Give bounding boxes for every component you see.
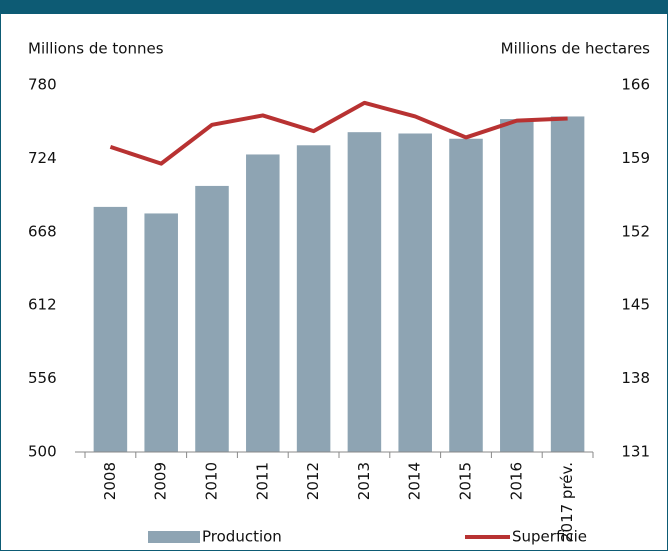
x-tick-label: 2011 (253, 462, 271, 500)
bar (550, 116, 585, 452)
legend-label: Production (202, 528, 282, 546)
x-tick-label: 2013 (355, 462, 373, 500)
bar (195, 185, 229, 453)
y2-axis-label: Millions de hectares (501, 40, 651, 58)
x-tick-label: 2012 (304, 462, 322, 500)
bar (500, 119, 534, 452)
bar (449, 138, 483, 452)
y-tick-label: 668 (28, 222, 57, 240)
bar (144, 213, 178, 452)
y-tick-label: 724 (28, 149, 57, 167)
x-tick-label: 2016 (507, 462, 525, 500)
x-tick-label: 2008 (101, 462, 119, 500)
x-tick-label: 2017 prév. (558, 462, 576, 542)
line (109, 100, 568, 166)
bar (93, 206, 128, 452)
y2-tick-label: 131 (621, 443, 650, 461)
y-tick-label: 556 (28, 369, 57, 387)
bar (347, 132, 382, 452)
x-tick-label: 2014 (406, 462, 424, 500)
x-tick-label: 2010 (203, 462, 221, 500)
x-tick-label: 2015 (457, 462, 475, 500)
y-axis-label: Millions de tonnes (28, 40, 164, 58)
bar (246, 154, 280, 453)
y2-tick-label: 166 (621, 76, 650, 94)
header-band (0, 0, 668, 14)
y-tick-label: 500 (28, 443, 57, 461)
legend-swatch (148, 531, 200, 543)
y2-tick-label: 152 (621, 222, 650, 240)
y-tick-label: 612 (28, 296, 57, 314)
y2-tick-label: 145 (621, 296, 650, 314)
bar (398, 133, 432, 452)
legend-label: Superficie (512, 528, 587, 546)
y-tick-label: 780 (28, 76, 57, 94)
bar (296, 145, 331, 453)
y2-tick-label: 159 (621, 149, 650, 167)
x-tick-label: 2009 (152, 462, 170, 500)
y2-tick-label: 138 (621, 369, 650, 387)
